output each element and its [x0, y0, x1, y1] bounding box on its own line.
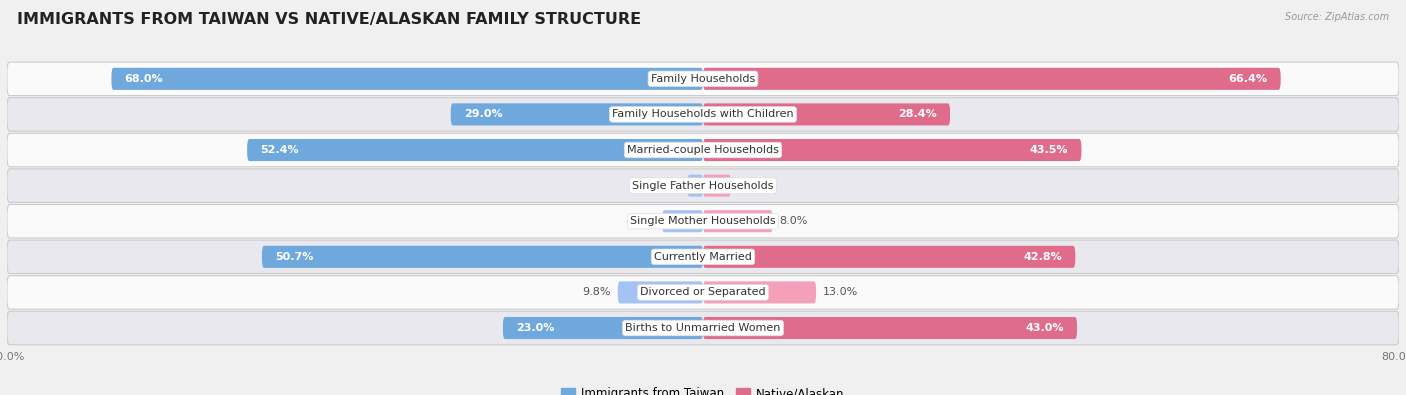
FancyBboxPatch shape: [451, 103, 703, 126]
FancyBboxPatch shape: [7, 62, 1399, 96]
Text: 4.7%: 4.7%: [627, 216, 655, 226]
FancyBboxPatch shape: [703, 68, 1281, 90]
FancyBboxPatch shape: [503, 317, 703, 339]
Text: IMMIGRANTS FROM TAIWAN VS NATIVE/ALASKAN FAMILY STRUCTURE: IMMIGRANTS FROM TAIWAN VS NATIVE/ALASKAN…: [17, 12, 641, 27]
Text: 29.0%: 29.0%: [464, 109, 502, 119]
Text: 13.0%: 13.0%: [823, 288, 858, 297]
FancyBboxPatch shape: [7, 276, 1399, 309]
Text: 1.8%: 1.8%: [652, 181, 681, 191]
Text: Married-couple Households: Married-couple Households: [627, 145, 779, 155]
Text: Source: ZipAtlas.com: Source: ZipAtlas.com: [1285, 12, 1389, 22]
FancyBboxPatch shape: [262, 246, 703, 268]
Text: 50.7%: 50.7%: [276, 252, 314, 262]
FancyBboxPatch shape: [617, 281, 703, 303]
Text: Single Father Households: Single Father Households: [633, 181, 773, 191]
FancyBboxPatch shape: [703, 246, 1076, 268]
FancyBboxPatch shape: [703, 139, 1081, 161]
Text: 52.4%: 52.4%: [260, 145, 299, 155]
FancyBboxPatch shape: [703, 103, 950, 126]
Text: 8.0%: 8.0%: [779, 216, 808, 226]
FancyBboxPatch shape: [247, 139, 703, 161]
FancyBboxPatch shape: [7, 311, 1399, 345]
Text: 28.4%: 28.4%: [898, 109, 936, 119]
FancyBboxPatch shape: [703, 210, 773, 232]
Text: 42.8%: 42.8%: [1024, 252, 1063, 262]
Text: 43.0%: 43.0%: [1025, 323, 1064, 333]
Text: 9.8%: 9.8%: [582, 288, 610, 297]
FancyBboxPatch shape: [7, 169, 1399, 202]
Text: Single Mother Households: Single Mother Households: [630, 216, 776, 226]
Text: 3.2%: 3.2%: [738, 181, 766, 191]
FancyBboxPatch shape: [7, 98, 1399, 131]
Text: Divorced or Separated: Divorced or Separated: [640, 288, 766, 297]
FancyBboxPatch shape: [111, 68, 703, 90]
Text: Births to Unmarried Women: Births to Unmarried Women: [626, 323, 780, 333]
FancyBboxPatch shape: [703, 317, 1077, 339]
Text: 43.5%: 43.5%: [1029, 145, 1069, 155]
FancyBboxPatch shape: [7, 240, 1399, 274]
Legend: Immigrants from Taiwan, Native/Alaskan: Immigrants from Taiwan, Native/Alaskan: [557, 383, 849, 395]
FancyBboxPatch shape: [688, 175, 703, 197]
Text: Currently Married: Currently Married: [654, 252, 752, 262]
FancyBboxPatch shape: [662, 210, 703, 232]
Text: Family Households with Children: Family Households with Children: [612, 109, 794, 119]
Text: 66.4%: 66.4%: [1229, 74, 1268, 84]
FancyBboxPatch shape: [703, 175, 731, 197]
Text: 23.0%: 23.0%: [516, 323, 554, 333]
Text: Family Households: Family Households: [651, 74, 755, 84]
FancyBboxPatch shape: [7, 205, 1399, 238]
FancyBboxPatch shape: [703, 281, 815, 303]
FancyBboxPatch shape: [7, 133, 1399, 167]
Text: 68.0%: 68.0%: [125, 74, 163, 84]
